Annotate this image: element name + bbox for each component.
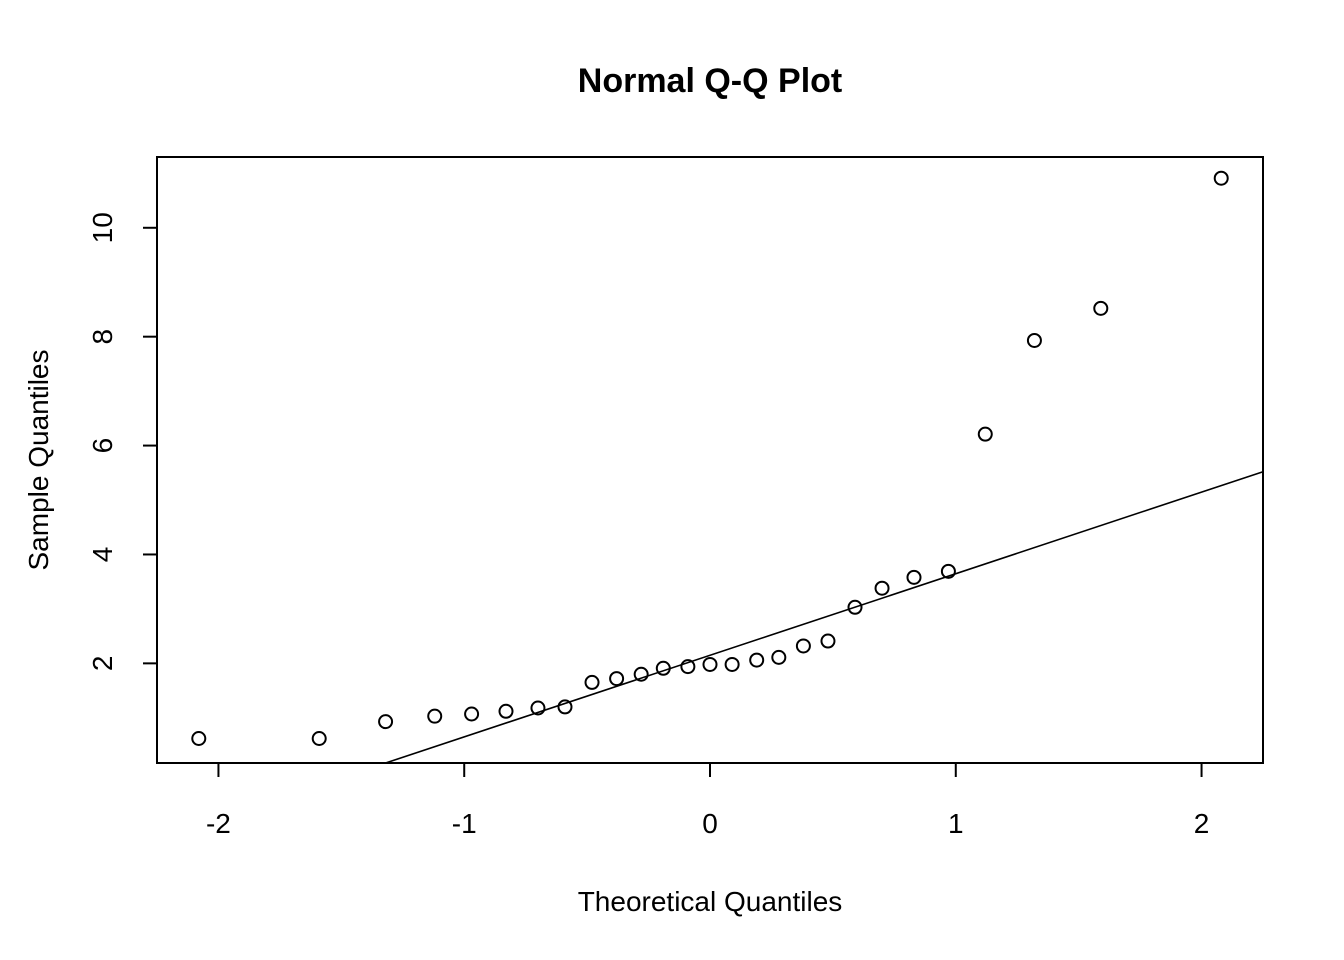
reference-line-group (385, 470, 1264, 764)
data-point (530, 700, 546, 716)
x-tick-label: -1 (452, 808, 477, 839)
y-tick-label: 4 (87, 547, 118, 563)
data-point (795, 638, 811, 654)
data-point (191, 730, 207, 746)
chart-title: Normal Q-Q Plot (578, 62, 842, 100)
y-axis: 2 4 6 8 10 (87, 212, 158, 672)
plot-frame (156, 156, 1264, 764)
data-point (680, 659, 696, 675)
y-tick-label: 2 (87, 656, 118, 672)
data-point (1026, 332, 1042, 348)
data-point (633, 666, 649, 682)
data-point (1093, 300, 1109, 316)
points-group (191, 170, 1229, 746)
data-point (847, 599, 863, 615)
y-tick-label: 8 (87, 329, 118, 345)
data-point (584, 674, 600, 690)
data-point (771, 649, 787, 665)
x-tick-label: 2 (1194, 808, 1210, 839)
x-axis-label: Theoretical Quantiles (578, 886, 843, 917)
y-tick-label: 6 (87, 438, 118, 454)
data-point (557, 699, 573, 715)
x-axis: -2 -1 0 1 2 (206, 762, 1210, 839)
data-point (820, 633, 836, 649)
data-point (498, 703, 514, 719)
x-tick-label: 1 (948, 808, 964, 839)
data-point (1213, 170, 1229, 186)
data-point (940, 563, 956, 579)
data-point (427, 708, 443, 724)
data-point (655, 660, 671, 676)
x-tick-label: -2 (206, 808, 231, 839)
y-tick-label: 10 (87, 212, 118, 243)
data-point (378, 714, 394, 730)
data-point (609, 671, 625, 687)
data-point (749, 652, 765, 668)
data-point (977, 426, 993, 442)
qq-reference-line (385, 470, 1264, 764)
data-point (702, 656, 718, 672)
data-point (724, 656, 740, 672)
data-point (874, 580, 890, 596)
x-tick-label: 0 (702, 808, 718, 839)
data-point (311, 730, 327, 746)
data-point (464, 706, 480, 722)
data-point (906, 569, 922, 585)
y-axis-label: Sample Quantiles (23, 349, 54, 570)
